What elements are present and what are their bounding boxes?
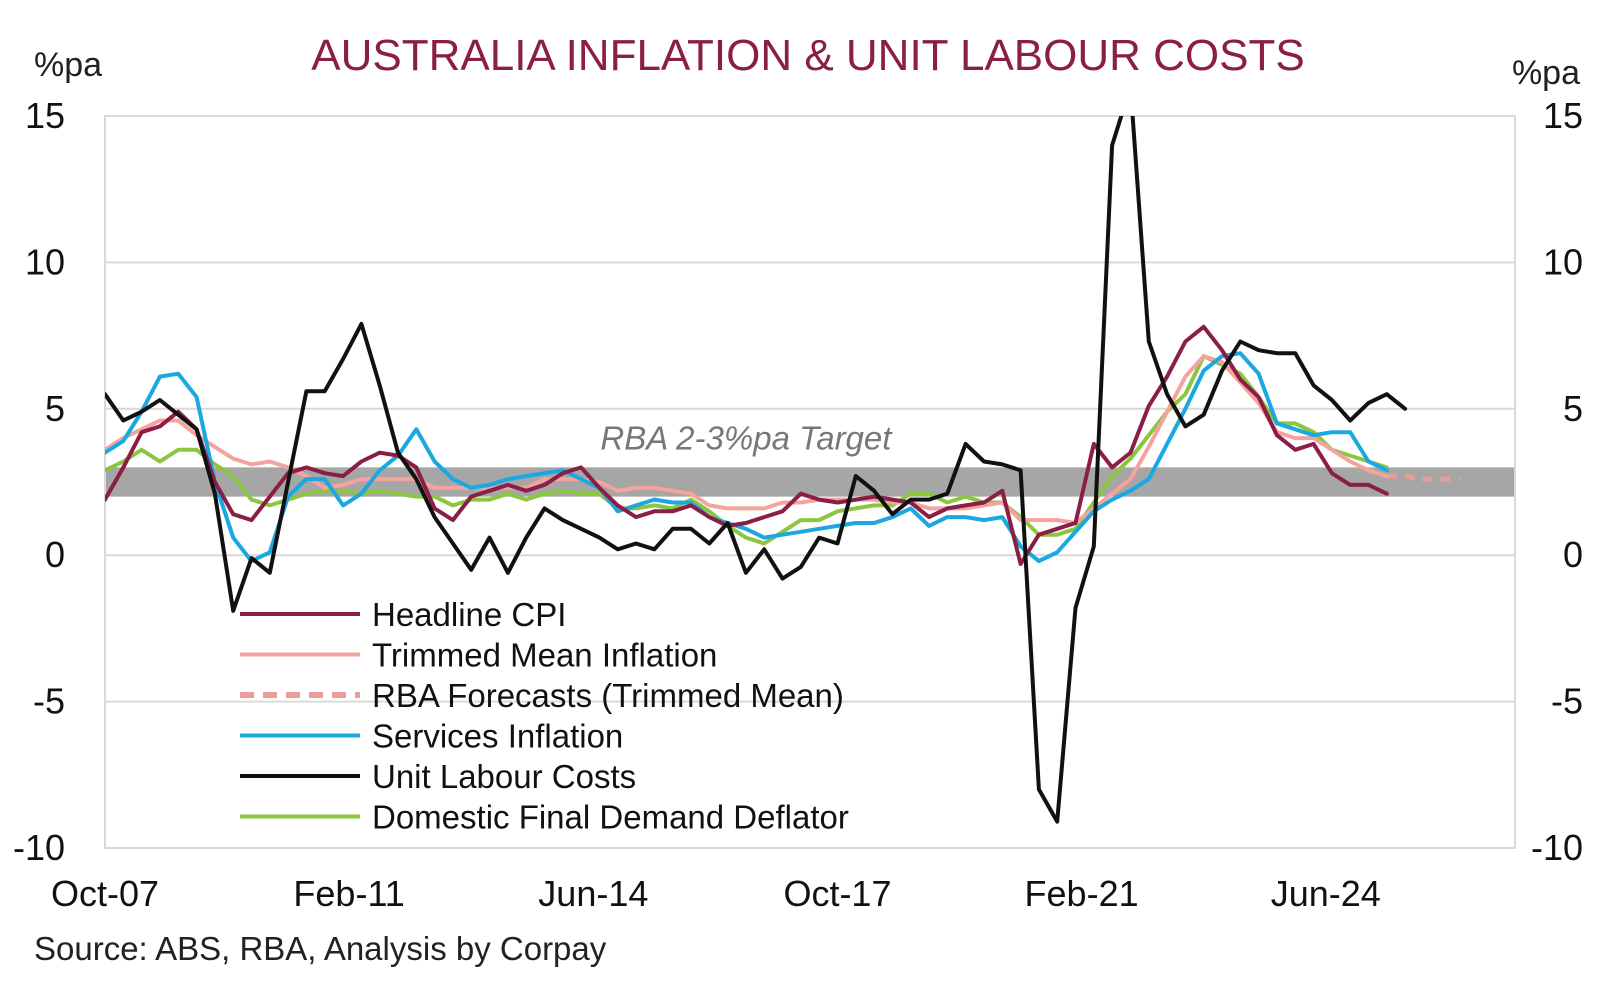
x-tick-label: Oct-07 xyxy=(51,873,159,914)
series-line-services-inflation xyxy=(105,351,1389,564)
y-tick-label-left: -10 xyxy=(13,827,65,868)
legend-label: Unit Labour Costs xyxy=(372,758,636,795)
legend-label: Services Inflation xyxy=(372,718,623,755)
x-tick-label: Feb-11 xyxy=(293,873,404,914)
y-tick-label-right: 5 xyxy=(1563,388,1583,429)
legend-label: Trimmed Mean Inflation xyxy=(372,637,717,674)
x-axis-ticks: Oct-07 Feb-11 Jun-14 Oct-17 Feb-21 Jun-24 xyxy=(51,873,1381,914)
y-tick-label-left: 10 xyxy=(25,241,65,282)
series-lines xyxy=(105,116,1461,824)
y-tick-label-right: 0 xyxy=(1563,534,1583,575)
y-tick-label-right: -10 xyxy=(1531,827,1583,868)
x-tick-label: Feb-21 xyxy=(1025,873,1139,914)
rba-target-label: RBA 2-3%pa Target xyxy=(600,419,893,456)
y-tick-label-right: -5 xyxy=(1551,681,1583,722)
source-note: Source: ABS, RBA, Analysis by Corpay xyxy=(34,930,607,967)
left-axis-unit: %pa xyxy=(34,46,102,84)
y-tick-label-right: 15 xyxy=(1543,95,1583,136)
legend-label: Headline CPI xyxy=(372,596,566,633)
x-tick-label: Jun-14 xyxy=(538,873,648,914)
y-tick-label-right: 10 xyxy=(1543,241,1583,282)
series-line-rba-forecasts-trimmed-mean xyxy=(1386,473,1461,482)
right-axis-unit: %pa xyxy=(1512,54,1580,92)
series-line-headline-cpi xyxy=(105,324,1389,566)
x-tick-label: Jun-24 xyxy=(1271,873,1381,914)
series-line-unit-labour-costs xyxy=(105,116,1408,824)
y-tick-label-left: 5 xyxy=(45,388,65,429)
y-tick-label-left: -5 xyxy=(33,681,65,722)
plot-frame xyxy=(104,115,1516,849)
x-tick-label: Oct-17 xyxy=(783,873,891,914)
chart-title: AUSTRALIA INFLATION & UNIT LABOUR COSTS xyxy=(311,31,1304,80)
right-axis-ticks: 15 10 5 0 -5 -10 xyxy=(1531,95,1583,868)
legend-label: Domestic Final Demand Deflator xyxy=(372,799,849,836)
series-line-trimmed-mean-inflation xyxy=(105,354,1389,525)
left-axis-ticks: 15 10 5 0 -5 -10 xyxy=(13,95,65,868)
y-tick-label-left: 0 xyxy=(45,534,65,575)
legend-label: RBA Forecasts (Trimmed Mean) xyxy=(372,677,844,714)
y-tick-label-left: 15 xyxy=(25,95,65,136)
